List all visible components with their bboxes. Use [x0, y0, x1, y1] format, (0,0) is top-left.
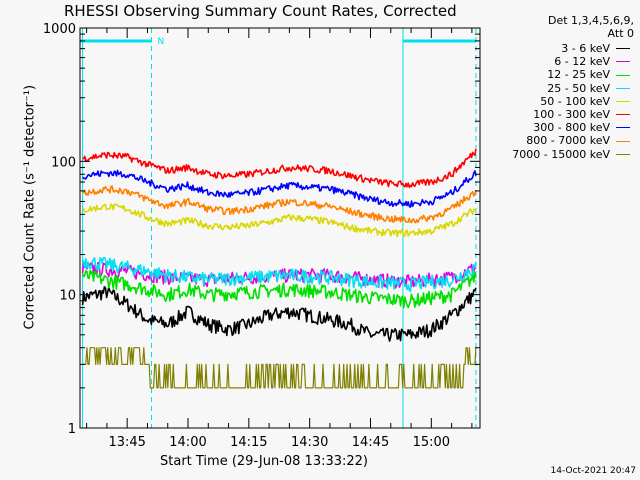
legend-swatch	[616, 153, 630, 155]
series-line-6	[81, 169, 477, 208]
legend-label: 6 - 12 keV	[554, 55, 610, 69]
x-tick-label: 14:15	[230, 435, 267, 450]
y-tick-label: 10	[59, 289, 76, 304]
legend-entry: 3 - 6 keV	[512, 42, 630, 55]
x-tick-label: 14:30	[291, 435, 328, 450]
legend-label: 25 - 50 keV	[547, 81, 610, 95]
legend-entry: 6 - 12 keV	[512, 55, 630, 68]
series-line-0	[81, 286, 477, 342]
legend-swatch	[616, 140, 630, 142]
detector-info: Det 1,3,4,5,6,9, Att 0	[548, 14, 634, 40]
legend-label: 3 - 6 keV	[561, 42, 610, 55]
legend-swatch	[616, 48, 630, 50]
series-line-5	[82, 148, 477, 189]
series-line-4	[82, 203, 477, 238]
legend-entry: 25 - 50 keV	[512, 82, 630, 95]
legend-swatch	[616, 127, 630, 129]
legend-swatch	[616, 61, 630, 63]
legend-label: 50 - 100 keV	[540, 94, 610, 108]
legend-swatch	[616, 74, 630, 76]
x-tick-label: 14:00	[169, 435, 206, 450]
detector-list: Det 1,3,4,5,6,9,	[547, 14, 634, 27]
legend-swatch	[616, 87, 630, 89]
legend-entry: 800 - 7000 keV	[512, 134, 630, 147]
y-axis-label: Corrected Count Rate (s⁻¹ detector⁻¹)	[22, 84, 38, 330]
chart-title: RHESSI Observing Summary Count Rates, Co…	[64, 2, 457, 20]
legend-label: 300 - 800 keV	[533, 121, 610, 135]
legend-entry: 50 - 100 keV	[512, 95, 630, 108]
night-label: N	[158, 37, 165, 47]
legend-entry: 7000 - 15000 keV	[512, 148, 630, 161]
series-line-7	[82, 185, 477, 224]
series-line-2	[81, 269, 477, 309]
x-tick-label: 13:45	[108, 435, 145, 450]
legend-entry: 300 - 800 keV	[512, 121, 630, 134]
plot-frame	[79, 27, 481, 429]
legend-label: 800 - 7000 keV	[526, 134, 610, 148]
legend-entry: 12 - 25 keV	[512, 68, 630, 81]
legend-label: 7000 - 15000 keV	[512, 147, 610, 161]
series-layer	[81, 148, 477, 389]
x-tick-label: 15:00	[413, 435, 450, 450]
attenuator-state: Att 0	[607, 27, 634, 40]
legend-swatch	[616, 114, 630, 116]
legend-swatch	[616, 100, 630, 102]
time-grid-layer	[82, 28, 477, 428]
night-bars-layer: N	[80, 37, 476, 47]
series-line-3	[82, 256, 477, 293]
legend-label: 12 - 25 keV	[547, 68, 610, 82]
x-tick-label: 14:45	[352, 435, 389, 450]
legend-label: 100 - 300 keV	[533, 108, 610, 122]
y-tick-label: 1000	[43, 22, 76, 37]
series-line-8	[82, 347, 477, 389]
y-tick-label: 1	[68, 422, 76, 437]
legend: 3 - 6 keV 6 - 12 keV 12 - 25 keV 25 - 50 ke…	[512, 42, 630, 161]
x-axis-label: Start Time (29-Jun-08 13:33:22)	[160, 454, 368, 469]
y-tick-label: 100	[51, 155, 76, 170]
axes-layer: 1 10 100 1000 13:45 14:00 14:15 14:30 14:45 15:00	[43, 22, 481, 450]
generated-timestamp: 14-Oct-2021 20:47	[550, 466, 636, 476]
legend-entry: 100 - 300 keV	[512, 108, 630, 121]
